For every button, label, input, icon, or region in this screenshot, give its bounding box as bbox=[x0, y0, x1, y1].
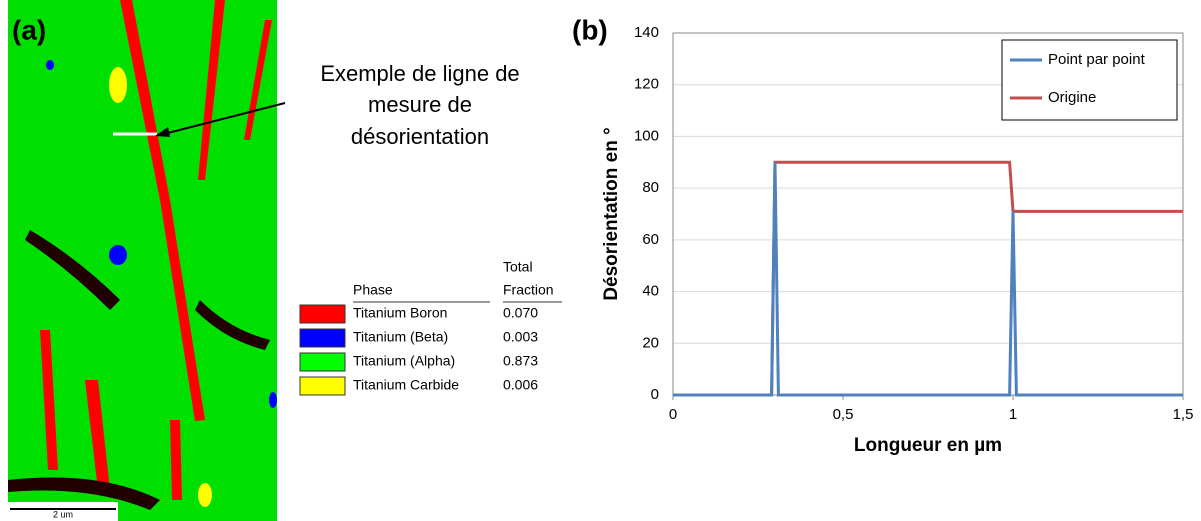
y-tick-label: 0 bbox=[651, 386, 659, 403]
y-tick-label: 60 bbox=[642, 231, 659, 248]
x-tick-label: 1,5 bbox=[1173, 406, 1194, 423]
panel-label: (b) bbox=[572, 14, 608, 45]
phase-name: Titanium (Beta) bbox=[353, 329, 448, 345]
y-tick-label: 40 bbox=[642, 283, 659, 300]
series-line bbox=[673, 160, 1183, 397]
legend-header: Fraction bbox=[503, 282, 554, 298]
y-tick-label: 20 bbox=[642, 334, 659, 351]
phase-name: Titanium (Alpha) bbox=[353, 353, 455, 369]
x-tick-label: 1 bbox=[1009, 406, 1017, 423]
legend-swatch bbox=[299, 352, 346, 372]
panel-label: (a) bbox=[12, 14, 46, 45]
phase-name: Titanium Carbide bbox=[353, 377, 459, 393]
arrowhead bbox=[155, 127, 170, 137]
arrow bbox=[159, 102, 286, 136]
phase-fraction: 0.006 bbox=[503, 377, 538, 393]
legend-label: Point par point bbox=[1048, 51, 1146, 68]
y-tick-label: 120 bbox=[634, 76, 659, 93]
phase-fraction: 0.070 bbox=[503, 305, 538, 321]
legend-swatch bbox=[299, 328, 346, 348]
phase-name: Titanium Boron bbox=[353, 305, 447, 321]
phase-fraction: 0.873 bbox=[503, 353, 538, 369]
x-tick-label: 0 bbox=[669, 406, 677, 423]
legend-swatch bbox=[299, 376, 346, 396]
y-tick-label: 100 bbox=[634, 127, 659, 144]
x-tick-label: 0,5 bbox=[833, 406, 854, 423]
legend-header: Phase bbox=[353, 282, 393, 298]
y-tick-label: 80 bbox=[642, 179, 659, 196]
annotation: Exemple de ligne de bbox=[320, 61, 519, 86]
legend-label: Origine bbox=[1048, 89, 1096, 106]
phase-fraction: 0.003 bbox=[503, 329, 538, 345]
series-line bbox=[673, 162, 1183, 397]
x-axis-title: Longueur en µm bbox=[854, 435, 1002, 456]
legend-swatch bbox=[299, 304, 346, 324]
legend-header: Total bbox=[503, 259, 533, 275]
legend-box bbox=[1001, 39, 1178, 121]
micrograph: 2 um bbox=[8, 0, 277, 521]
annotation: mesure de bbox=[368, 92, 472, 117]
scale-bar-label: 2 um bbox=[53, 509, 73, 519]
y-axis-title: Désorientation en ° bbox=[601, 127, 622, 300]
y-tick-label: 140 bbox=[634, 24, 659, 41]
phase-legend: Phase Total Fraction Titanium Boron 0.070… bbox=[299, 259, 562, 396]
line-chart: (b) 0 20 40 60 80 100 120 140 0 0,5 1 1,5 Longueur en… bbox=[572, 14, 1193, 456]
annotation: désorientation bbox=[351, 124, 489, 149]
